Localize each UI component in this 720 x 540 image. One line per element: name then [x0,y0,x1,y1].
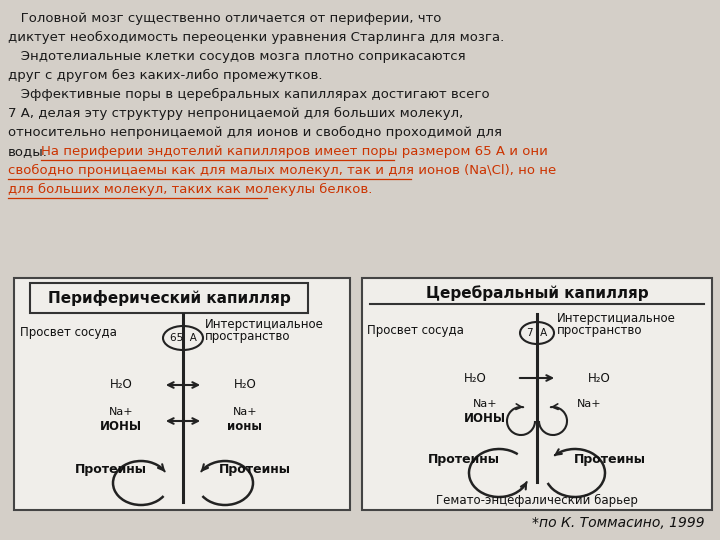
Text: пространство: пространство [557,324,642,337]
Text: Na+: Na+ [473,399,498,409]
Bar [14,278,350,510]
Text: H₂O: H₂O [464,372,487,384]
Text: 65  А: 65 А [170,333,197,343]
Text: Периферический капилляр: Периферический капилляр [48,290,290,306]
Text: H₂O: H₂O [109,379,132,392]
Text: Гемато-энцефалический барьер: Гемато-энцефалический барьер [436,494,638,507]
Ellipse shape [163,326,203,350]
Text: Na+: Na+ [109,407,133,417]
Bar [362,278,712,510]
Text: Протеины: Протеины [574,453,646,465]
Text: для больших молекул, таких как молекулы белков.: для больших молекул, таких как молекулы … [8,183,372,196]
Text: пространство: пространство [205,330,290,343]
Text: Na+: Na+ [233,407,257,417]
Text: Интерстициальное: Интерстициальное [557,312,676,325]
Text: Просвет сосуда: Просвет сосуда [367,324,464,337]
Text: *по К. Томмасино, 1999: *по К. Томмасино, 1999 [532,516,705,530]
Text: ИОНЫ: ИОНЫ [464,411,506,424]
Text: Na+: Na+ [577,399,601,409]
Text: H₂O: H₂O [233,379,256,392]
Bar [30,283,308,313]
Text: ИОНЫ: ИОНЫ [100,420,142,433]
Text: Протеины: Протеины [219,462,291,476]
Text: друг с другом без каких-либо промежутков.: друг с другом без каких-либо промежутков… [8,69,323,82]
Text: Протеины: Протеины [75,462,147,476]
Ellipse shape [520,322,554,344]
Text: Церебральный капилляр: Церебральный капилляр [426,285,648,301]
Text: 7 А, делая эту структуру непроницаемой для больших молекул,: 7 А, делая эту структуру непроницаемой д… [8,107,463,120]
Text: свободно проницаемы как для малых молекул, так и для ионов (Na\Cl), но не: свободно проницаемы как для малых молеку… [8,164,557,177]
Text: Протеины: Протеины [428,453,500,465]
Text: диктует необходимость переоценки уравнения Старлинга для мозга.: диктует необходимость переоценки уравнен… [8,31,504,44]
Text: Эндотелиальные клетки сосудов мозга плотно соприкасаются: Эндотелиальные клетки сосудов мозга плот… [8,50,466,63]
Text: Головной мозг существенно отличается от периферии, что: Головной мозг существенно отличается от … [8,12,441,25]
Text: воды.: воды. [8,145,48,158]
Text: H₂O: H₂O [588,372,611,384]
Text: относительно непроницаемой для ионов и свободно проходимой для: относительно непроницаемой для ионов и с… [8,126,502,139]
Text: Просвет сосуда: Просвет сосуда [20,326,117,339]
Text: Эффективные поры в церебральных капиллярах достигают всего: Эффективные поры в церебральных капилляр… [8,88,490,101]
Text: 7  А: 7 А [527,328,547,338]
Text: ионы: ионы [228,420,263,433]
Text: На периферии эндотелий капилляров имеет поры размером 65 А и они: На периферии эндотелий капилляров имеет … [41,145,548,158]
Text: Интерстициальное: Интерстициальное [205,318,324,331]
